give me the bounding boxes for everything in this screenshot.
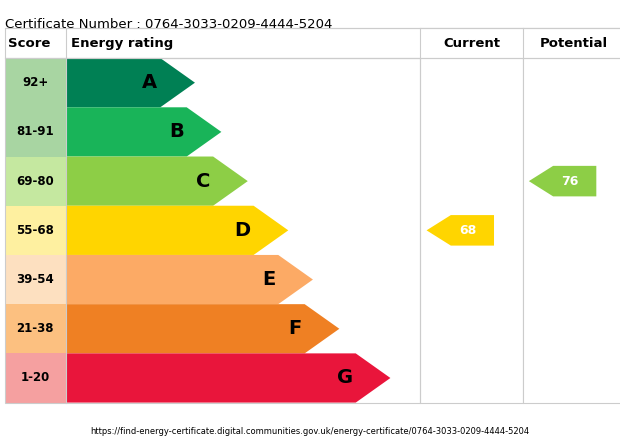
Polygon shape — [67, 353, 391, 403]
Text: 69-80: 69-80 — [17, 175, 54, 187]
Polygon shape — [67, 58, 195, 107]
Bar — [420, 28, 523, 403]
Polygon shape — [67, 255, 313, 304]
Text: Potential: Potential — [540, 37, 608, 50]
Polygon shape — [67, 304, 339, 353]
Polygon shape — [529, 166, 596, 196]
Text: F: F — [288, 319, 301, 338]
Text: 68: 68 — [459, 224, 476, 237]
Text: G: G — [337, 368, 353, 388]
Text: B: B — [169, 122, 184, 141]
Bar — [5, 58, 420, 403]
Text: 1-20: 1-20 — [20, 371, 50, 385]
Bar — [5, 157, 66, 206]
Text: 92+: 92+ — [22, 76, 48, 89]
Text: Score: Score — [8, 37, 50, 50]
Text: Current: Current — [443, 37, 500, 50]
Bar — [5, 58, 66, 107]
Polygon shape — [427, 215, 494, 246]
Text: E: E — [262, 270, 275, 289]
Text: 39-54: 39-54 — [17, 273, 54, 286]
Bar — [5, 28, 620, 58]
Bar — [5, 353, 66, 403]
Polygon shape — [67, 107, 221, 157]
Text: A: A — [142, 73, 157, 92]
Text: D: D — [234, 221, 250, 240]
Text: https://find-energy-certificate.digital.communities.gov.uk/energy-certificate/07: https://find-energy-certificate.digital.… — [91, 427, 529, 436]
Text: 81-91: 81-91 — [17, 125, 54, 139]
Polygon shape — [67, 206, 288, 255]
Text: C: C — [196, 172, 210, 191]
Bar — [5, 107, 66, 157]
Bar — [5, 206, 66, 255]
Text: Certificate Number : 0764-3033-0209-4444-5204: Certificate Number : 0764-3033-0209-4444… — [5, 18, 332, 31]
Bar — [5, 255, 66, 304]
Text: Energy rating: Energy rating — [71, 37, 173, 50]
Text: 55-68: 55-68 — [16, 224, 55, 237]
Polygon shape — [67, 157, 248, 206]
Bar — [523, 28, 620, 403]
Text: 76: 76 — [561, 175, 578, 187]
Text: 21-38: 21-38 — [17, 322, 54, 335]
Bar — [5, 304, 66, 353]
